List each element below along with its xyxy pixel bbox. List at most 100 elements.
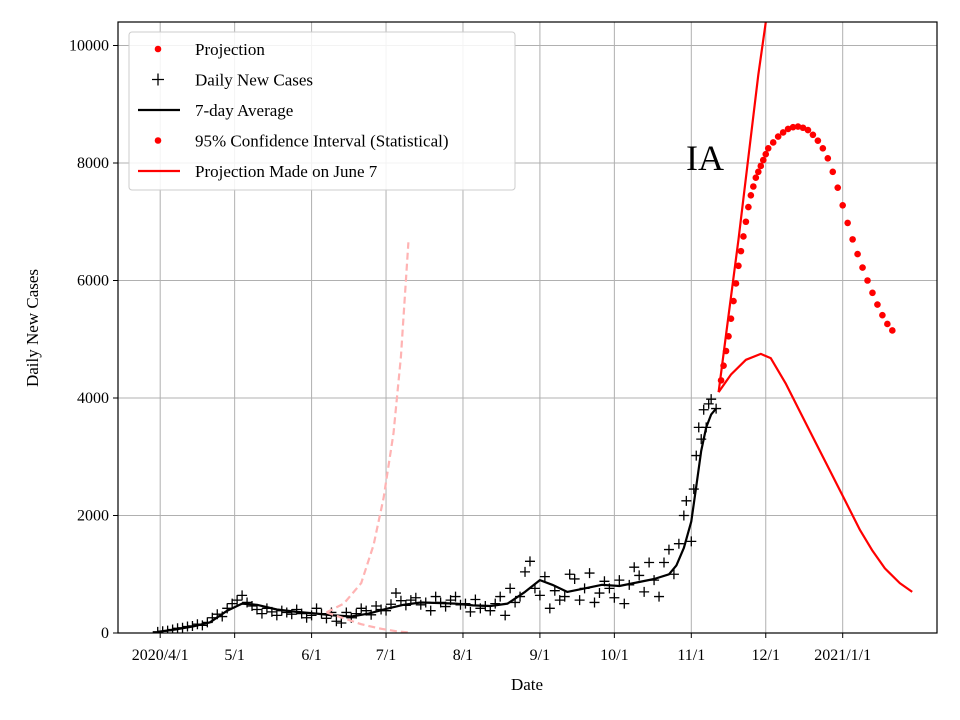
- data-point: [879, 311, 886, 319]
- legend-box: [128, 31, 516, 191]
- y-tick-label: 8000: [77, 155, 109, 172]
- data-point: [779, 129, 787, 136]
- data-point: [844, 219, 851, 227]
- data-point: [301, 612, 312, 623]
- series-projection: [717, 123, 896, 384]
- x-tick-label: 2021/1/1: [814, 647, 871, 664]
- data-point: [663, 544, 674, 555]
- data-point: [539, 571, 550, 582]
- data-point: [574, 595, 585, 606]
- data-point: [884, 320, 891, 328]
- data-point: [619, 598, 630, 609]
- data-point: [614, 575, 625, 586]
- data-point: [430, 591, 441, 602]
- legend-item-95-confidence-interval-statistical: 95% Confidence Interval (Statistical): [154, 132, 449, 151]
- data-point: [331, 616, 342, 627]
- data-point: [390, 588, 401, 599]
- data-point: [854, 250, 861, 258]
- series-line: [717, 352, 913, 593]
- data-point: [711, 403, 722, 414]
- data-point: [351, 608, 362, 619]
- data-point: [500, 610, 511, 621]
- data-point: [732, 280, 740, 287]
- data-point: [395, 595, 406, 606]
- data-point: [759, 156, 767, 164]
- data-point: [485, 605, 496, 616]
- data-point: [534, 590, 545, 601]
- x-tick-label: 6/1: [301, 647, 321, 664]
- data-point: [589, 597, 600, 608]
- x-tick-label: 2020/4/1: [132, 647, 189, 664]
- data-point: [356, 603, 367, 614]
- data-point: [629, 562, 640, 573]
- series-projection-made-on-june-7-lower: [326, 611, 409, 633]
- legend-item-daily-new-cases: Daily New Cases: [152, 71, 313, 90]
- data-point: [659, 557, 669, 568]
- data-point: [774, 133, 782, 140]
- data-point: [819, 145, 827, 152]
- data-point: [256, 608, 267, 619]
- data-point: [849, 236, 856, 243]
- data-point: [495, 591, 506, 602]
- legend-marker: [152, 73, 164, 86]
- series-line: [326, 611, 409, 633]
- data-point: [740, 233, 747, 240]
- legend-label: Projection Made on June 7: [195, 162, 378, 181]
- data-point: [251, 604, 262, 615]
- data-point: [505, 583, 516, 594]
- data-point: [742, 218, 750, 226]
- data-point: [747, 192, 755, 199]
- x-tick-label: 10/1: [600, 647, 628, 664]
- y-tick-label: 2000: [77, 508, 109, 525]
- data-point: [829, 168, 837, 176]
- legend-marker: [154, 137, 162, 144]
- data-point: [737, 247, 745, 255]
- legend-item-7-day-average: 7-day Average: [138, 101, 293, 120]
- legend-label: Daily New Cases: [195, 71, 313, 90]
- x-tick-label: 5/1: [224, 647, 244, 664]
- x-tick-label: 7/1: [376, 647, 396, 664]
- data-point: [752, 174, 760, 181]
- legend: Projection Daily New Cases 7-day Average 95…: [128, 31, 516, 191]
- x-tick-label: 9/1: [530, 647, 550, 664]
- data-point: [584, 568, 595, 579]
- data-point: [271, 610, 282, 621]
- data-point: [544, 603, 555, 614]
- data-point: [839, 202, 846, 209]
- data-point: [564, 569, 575, 580]
- series-line: [326, 242, 410, 614]
- data-point: [559, 591, 570, 602]
- tick-labels: 2020/4/1 5/1 6/1 7/1 8/1 9/1 10/1 11/1 12/1 2021/…: [69, 38, 871, 665]
- data-point: [889, 327, 896, 334]
- data-point: [681, 495, 692, 506]
- data-point: [232, 595, 243, 606]
- data-point: [678, 510, 689, 521]
- data-point: [524, 556, 535, 567]
- legend-label: 95% Confidence Interval (Statistical): [195, 132, 449, 151]
- data-point: [757, 162, 765, 170]
- legend-marker: [154, 45, 162, 53]
- data-point: [281, 607, 292, 618]
- legend-label: Projection: [195, 40, 265, 59]
- series-7-day-average: [157, 407, 717, 633]
- y-tick-label: 0: [101, 625, 109, 642]
- data-point: [520, 566, 531, 577]
- data-point: [673, 538, 684, 549]
- data-point: [311, 603, 322, 614]
- data-point: [864, 277, 871, 284]
- data-point: [668, 569, 679, 580]
- series-95-confidence-interval-statistical-upper: [717, 22, 767, 393]
- data-point: [688, 484, 699, 495]
- data-point: [794, 123, 802, 130]
- data-point: [834, 184, 842, 191]
- data-point: [490, 598, 501, 609]
- series-layer: [152, 22, 913, 633]
- legend-items: Projection Daily New Cases 7-day Average 95…: [138, 40, 449, 181]
- data-point: [336, 618, 347, 629]
- data-point: [769, 139, 777, 146]
- data-point: [764, 145, 772, 152]
- x-axis-title: Date: [511, 675, 543, 694]
- data-point: [755, 168, 762, 176]
- data-point: [639, 586, 650, 597]
